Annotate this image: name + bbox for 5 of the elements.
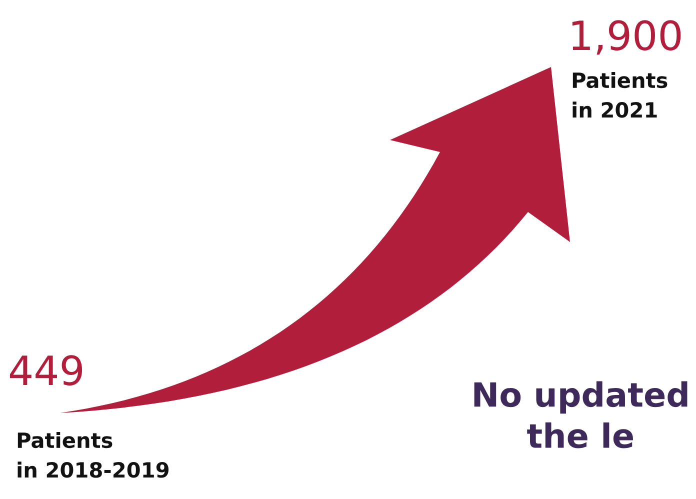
category-label: Patients in 2021 <box>572 72 668 118</box>
category-label: Patients in 2018-2019 <box>18 432 169 478</box>
data-label: 449 <box>10 355 82 386</box>
text: No updated the le <box>474 381 688 448</box>
data-label: 1,900 <box>572 20 681 55</box>
